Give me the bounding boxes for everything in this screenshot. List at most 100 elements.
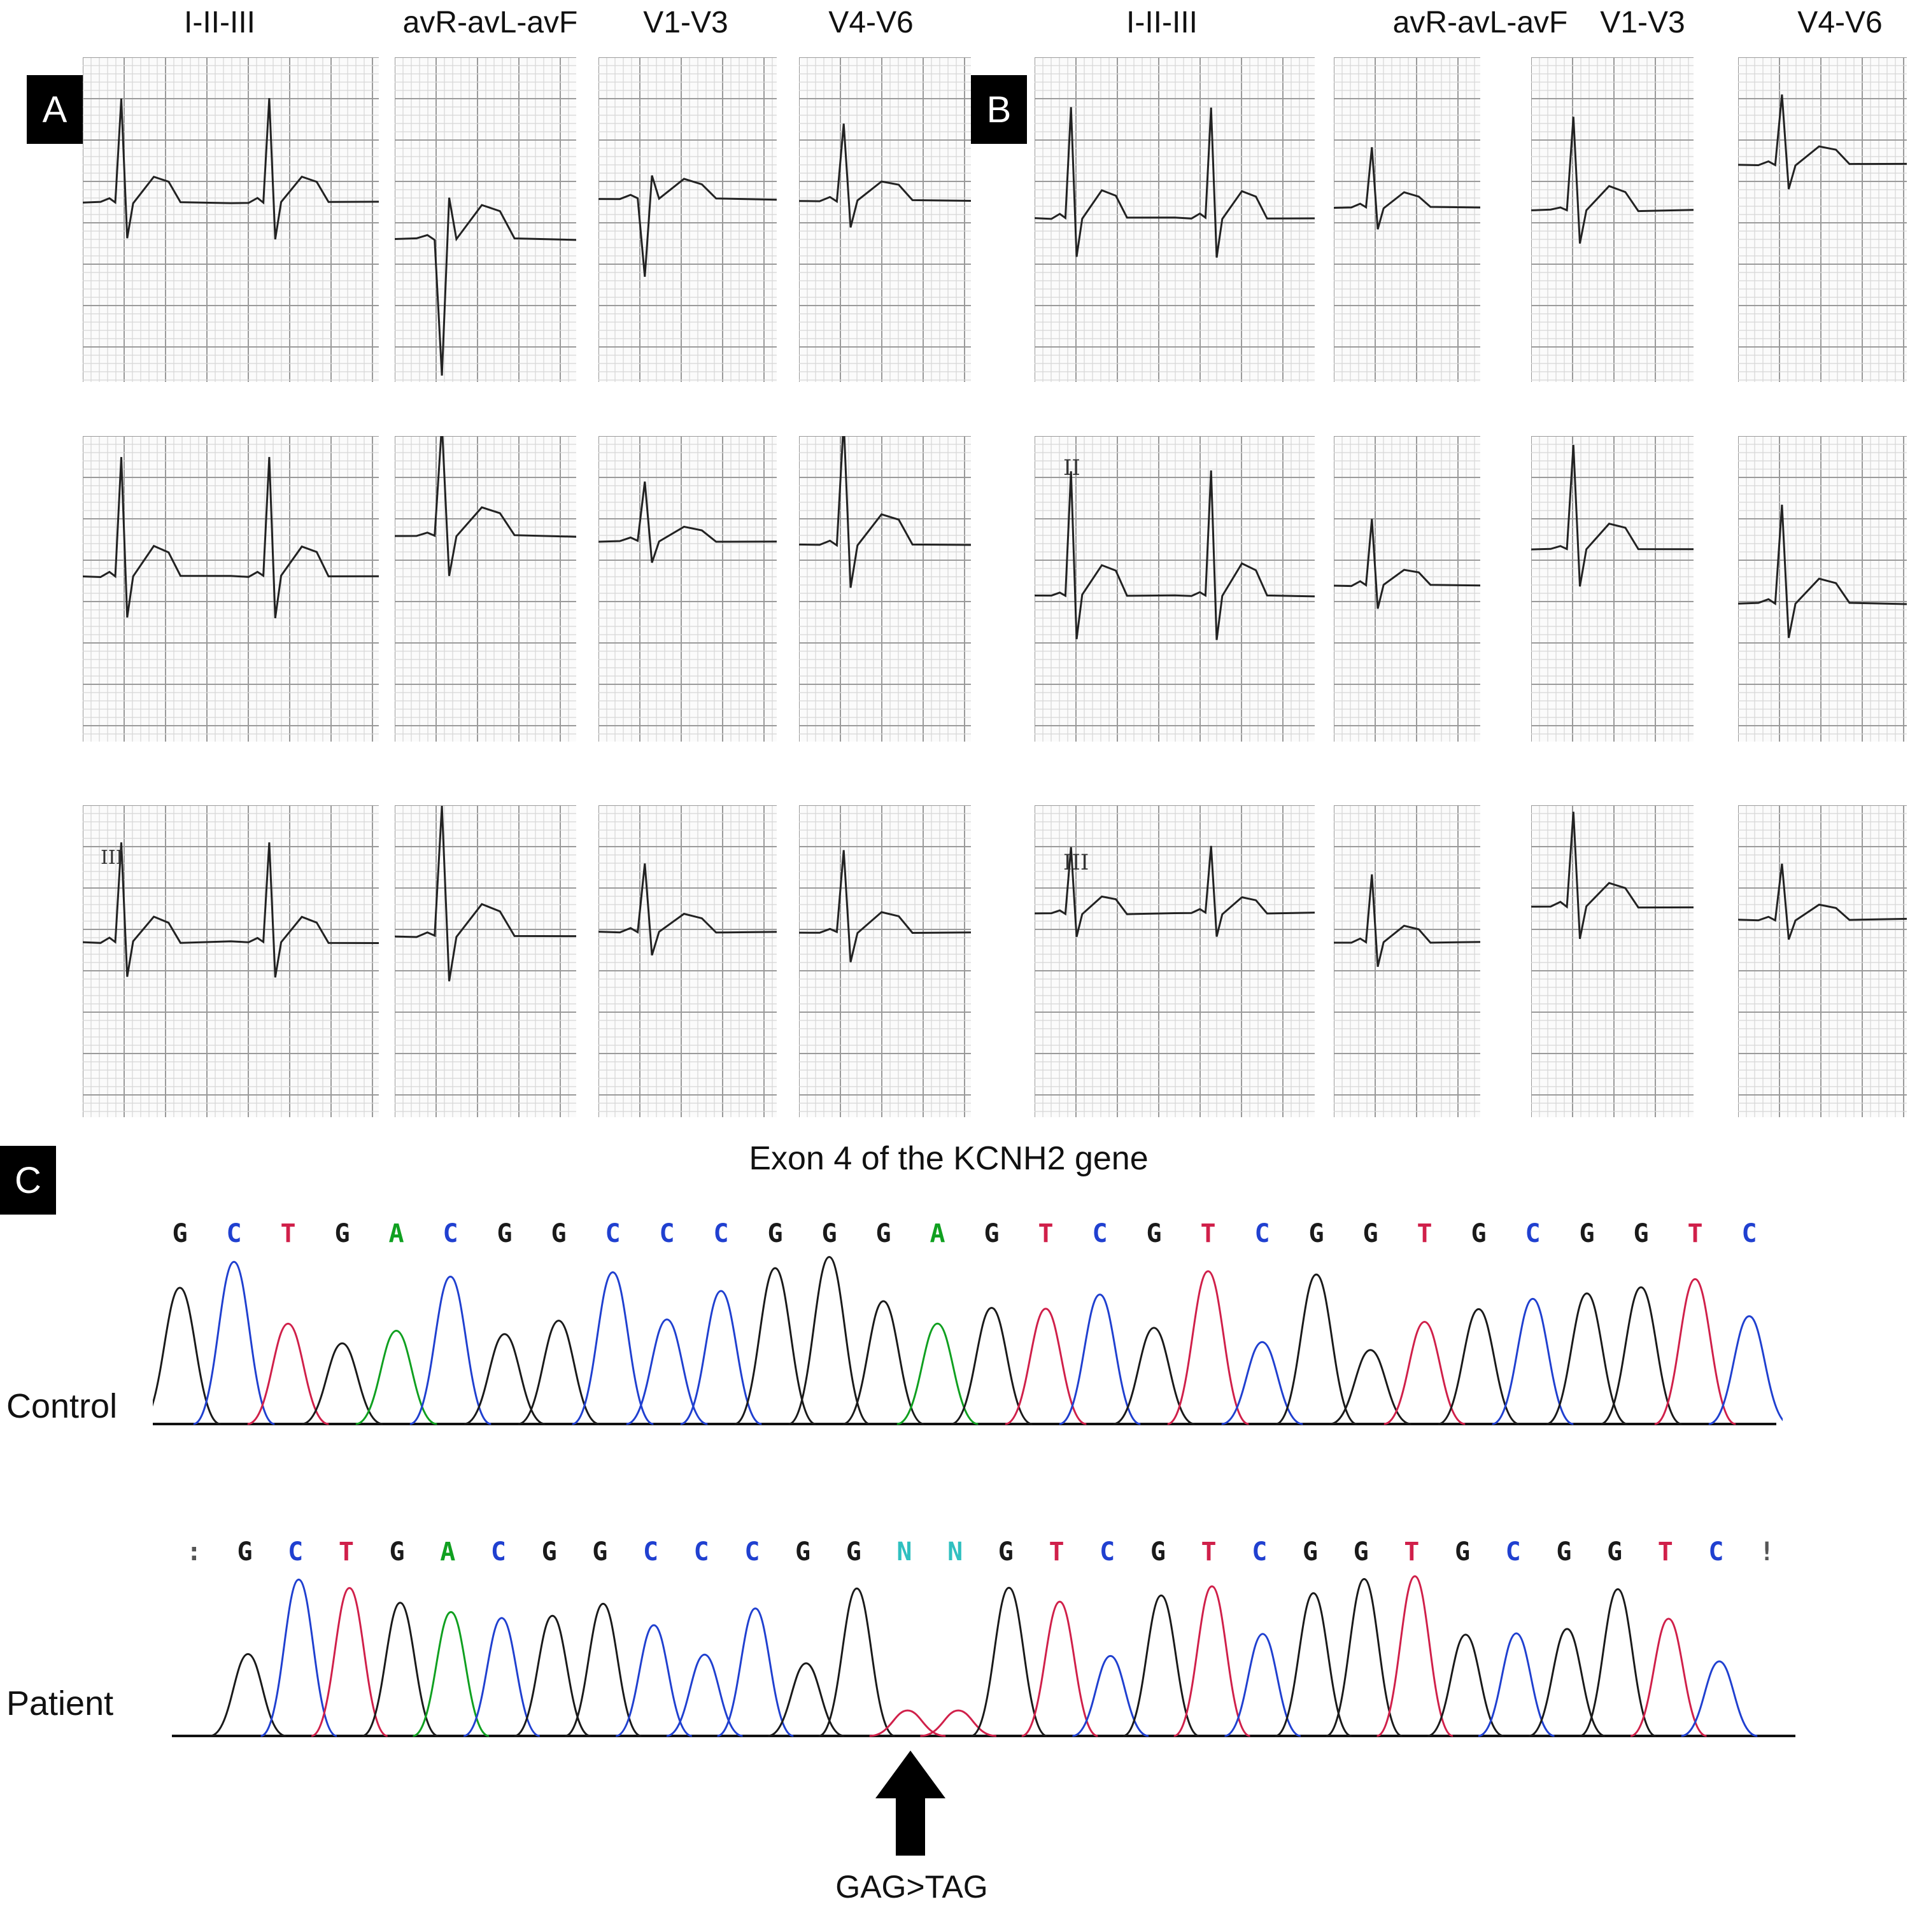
ecg-grid: [598, 436, 777, 742]
ecg-grid: [598, 805, 777, 1117]
ecg-grid: [83, 805, 379, 1117]
chromatogram-peak: [1383, 1320, 1466, 1425]
base-call: :: [186, 1537, 202, 1567]
control-label: Control: [6, 1387, 118, 1425]
chromatogram-peak: [869, 1709, 946, 1737]
base-call: T: [280, 1219, 296, 1248]
ecg-grid: [83, 57, 379, 382]
chromatogram-peak: [1654, 1278, 1736, 1425]
ecg-strip: [1334, 57, 1480, 382]
base-call: C: [1525, 1219, 1541, 1248]
chromatogram-peak: [626, 1318, 708, 1425]
chromatogram-peak: [920, 1709, 996, 1737]
chromatogram-peak: [409, 1275, 492, 1425]
base-call: G: [1362, 1219, 1378, 1248]
ecg-strip: [1531, 57, 1694, 382]
ecg-grid: [83, 436, 379, 742]
ecg-grid: [799, 805, 971, 1117]
chromatogram-peak: [1681, 1660, 1758, 1737]
base-call: G: [875, 1219, 891, 1248]
ecg-strip: [83, 805, 379, 1117]
chromatogram-peak: [247, 1322, 329, 1425]
base-call: G: [1150, 1537, 1166, 1567]
lead-label-a-3: V1-V3: [643, 6, 728, 39]
chromatogram-peak: [413, 1611, 490, 1737]
ecg-grid: [395, 805, 576, 1117]
chromatogram-peak: [842, 1300, 924, 1425]
base-call: C: [1741, 1219, 1757, 1248]
ecg-grid: [1334, 805, 1480, 1117]
chromatogram-peak: [193, 1260, 275, 1425]
ecg-strip: [598, 805, 777, 1117]
base-call: T: [338, 1537, 354, 1567]
base-call: G: [172, 1219, 188, 1248]
lead-label-a-4: V4-V6: [828, 6, 914, 39]
base-call: G: [1146, 1219, 1162, 1248]
base-call: T: [1038, 1219, 1054, 1248]
base-call: T: [1404, 1537, 1420, 1567]
chromatogram-peak: [514, 1614, 591, 1737]
chromatogram-peak: [1427, 1633, 1504, 1737]
control-chromatogram: [153, 1256, 1783, 1425]
chromatogram-peak: [717, 1607, 794, 1737]
chromatogram-peak: [818, 1587, 895, 1737]
base-call: C: [659, 1219, 675, 1248]
chromatogram-peak: [311, 1587, 388, 1737]
ecg-grid: [799, 436, 971, 742]
chromatogram-peak: [209, 1653, 286, 1737]
base-call: C: [1505, 1537, 1521, 1567]
chromatogram-peak: [1072, 1654, 1149, 1737]
base-call: C: [642, 1537, 659, 1567]
chromatogram-peak: [1326, 1577, 1403, 1737]
chromatogram-peak: [1224, 1633, 1301, 1737]
ecg-grid: [395, 57, 576, 382]
ecg-strip: [1738, 436, 1907, 742]
chromatogram-peak: [1492, 1297, 1574, 1425]
ecg-strip: [1035, 436, 1315, 742]
base-call: C: [1092, 1219, 1108, 1248]
chromatogram-peak: [1122, 1594, 1200, 1737]
base-call: G: [1607, 1537, 1623, 1567]
ecg-strip: [1738, 805, 1907, 1117]
chromatogram-peak: [463, 1617, 541, 1737]
chromatogram-peak: [1167, 1270, 1249, 1425]
ecg-strip: [1035, 805, 1315, 1117]
ecg-grid: [1035, 57, 1315, 382]
chromatogram-peak: [1005, 1308, 1087, 1425]
base-call: C: [1254, 1219, 1270, 1248]
ecg-strip: [1035, 57, 1315, 382]
base-call: G: [1308, 1219, 1324, 1248]
ecg-strip: [83, 436, 379, 742]
chromatogram-peak: [951, 1306, 1033, 1425]
ecg-grid: [1035, 805, 1315, 1117]
base-call: N: [896, 1537, 912, 1567]
chromatogram-peak: [1173, 1585, 1250, 1737]
lead-label-a-2: avR-avL-avF: [402, 6, 578, 39]
chromatogram-peak: [362, 1602, 439, 1737]
ecg-grid: [1531, 57, 1694, 382]
ecg-grid: [1531, 436, 1694, 742]
ecg-strip: [598, 436, 777, 742]
chromatogram-peak: [1579, 1588, 1657, 1737]
base-call: A: [440, 1537, 456, 1567]
base-call: A: [388, 1219, 404, 1248]
chromatogram-peak: [1600, 1286, 1682, 1425]
patient-label: Patient: [6, 1684, 114, 1723]
chromatogram-peak: [1021, 1600, 1098, 1737]
chromatogram-peak: [518, 1320, 600, 1425]
chromatogram-peak: [1529, 1628, 1606, 1737]
chromatogram-peak: [1546, 1292, 1628, 1425]
base-call: T: [1687, 1219, 1703, 1248]
base-call: G: [1556, 1537, 1572, 1567]
lead-label-a-1: I-II-III: [184, 6, 255, 39]
ecg-grid: [395, 436, 576, 742]
base-call: C: [288, 1537, 304, 1567]
ecg-lead-mark: III: [1063, 850, 1089, 875]
chromatogram-peak: [1275, 1273, 1357, 1425]
base-call: A: [930, 1219, 945, 1248]
base-call: C: [605, 1219, 621, 1248]
base-call: C: [713, 1219, 729, 1248]
chromatogram-peak: [896, 1322, 979, 1425]
base-call: C: [226, 1219, 242, 1248]
chromatogram-peak: [1438, 1308, 1520, 1425]
